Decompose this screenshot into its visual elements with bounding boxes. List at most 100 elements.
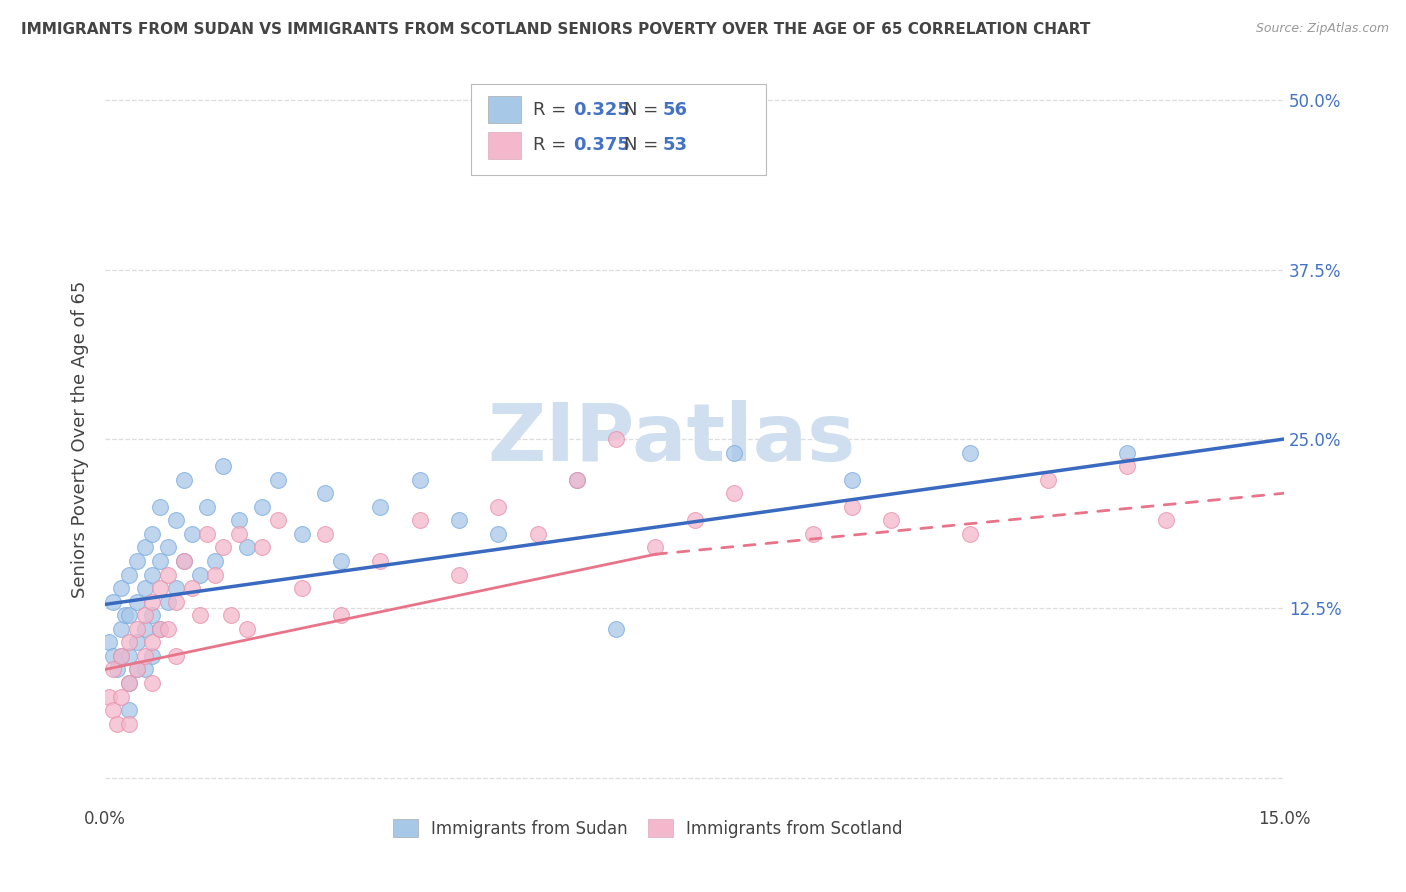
- Point: [105, 716, 128, 731]
- Point: [173, 554, 195, 568]
- Point: [110, 622, 132, 636]
- FancyBboxPatch shape: [471, 84, 765, 176]
- Point: [228, 513, 250, 527]
- Text: N =: N =: [624, 101, 664, 119]
- Point: [197, 527, 219, 541]
- Point: [114, 608, 136, 623]
- Point: [197, 500, 219, 514]
- Point: [125, 554, 148, 568]
- Point: [173, 473, 195, 487]
- Point: [188, 608, 211, 623]
- Point: [330, 554, 353, 568]
- Point: [180, 527, 202, 541]
- Point: [101, 663, 124, 677]
- Point: [165, 513, 187, 527]
- Point: [110, 648, 132, 663]
- Point: [134, 608, 156, 623]
- Point: [173, 554, 195, 568]
- Point: [118, 608, 141, 623]
- Point: [134, 541, 156, 555]
- Point: [110, 690, 132, 704]
- Text: Source: ZipAtlas.com: Source: ZipAtlas.com: [1256, 22, 1389, 36]
- Point: [98, 690, 121, 704]
- Point: [1156, 513, 1178, 527]
- Point: [141, 635, 163, 649]
- Point: [486, 527, 509, 541]
- Point: [959, 527, 981, 541]
- Point: [101, 648, 124, 663]
- Point: [204, 567, 226, 582]
- Point: [118, 716, 141, 731]
- Point: [447, 567, 470, 582]
- Point: [118, 703, 141, 717]
- Point: [157, 622, 180, 636]
- Point: [723, 445, 745, 459]
- Point: [110, 581, 132, 595]
- FancyBboxPatch shape: [488, 132, 522, 159]
- Point: [125, 663, 148, 677]
- Point: [267, 473, 290, 487]
- Point: [841, 473, 863, 487]
- Point: [118, 567, 141, 582]
- Point: [141, 527, 163, 541]
- Point: [330, 608, 353, 623]
- Point: [447, 513, 470, 527]
- Point: [188, 567, 211, 582]
- Text: N =: N =: [624, 136, 664, 154]
- Point: [605, 622, 627, 636]
- Point: [125, 622, 148, 636]
- Point: [526, 527, 548, 541]
- Y-axis label: Seniors Poverty Over the Age of 65: Seniors Poverty Over the Age of 65: [72, 280, 89, 598]
- Point: [157, 541, 180, 555]
- Point: [118, 676, 141, 690]
- Point: [408, 513, 430, 527]
- Point: [605, 432, 627, 446]
- Text: 56: 56: [662, 101, 688, 119]
- Point: [408, 473, 430, 487]
- Point: [149, 581, 172, 595]
- Point: [235, 541, 257, 555]
- Point: [228, 527, 250, 541]
- Text: 0.375: 0.375: [574, 136, 630, 154]
- Point: [165, 648, 187, 663]
- Point: [212, 541, 235, 555]
- Point: [134, 581, 156, 595]
- Point: [149, 622, 172, 636]
- Point: [118, 635, 141, 649]
- Point: [149, 554, 172, 568]
- Point: [267, 513, 290, 527]
- Point: [141, 676, 163, 690]
- Text: R =: R =: [533, 101, 572, 119]
- Point: [291, 581, 314, 595]
- Point: [486, 500, 509, 514]
- Point: [370, 554, 392, 568]
- Point: [1116, 459, 1139, 474]
- Point: [291, 527, 314, 541]
- Point: [149, 622, 172, 636]
- Point: [157, 567, 180, 582]
- Text: 53: 53: [662, 136, 688, 154]
- Point: [370, 500, 392, 514]
- Point: [134, 663, 156, 677]
- Point: [212, 459, 235, 474]
- Point: [101, 595, 124, 609]
- Point: [157, 595, 180, 609]
- Point: [125, 635, 148, 649]
- Point: [180, 581, 202, 595]
- Text: ZIPatlas: ZIPatlas: [486, 400, 855, 478]
- Point: [219, 608, 242, 623]
- Point: [134, 622, 156, 636]
- Point: [165, 581, 187, 595]
- Point: [841, 500, 863, 514]
- Text: IMMIGRANTS FROM SUDAN VS IMMIGRANTS FROM SCOTLAND SENIORS POVERTY OVER THE AGE O: IMMIGRANTS FROM SUDAN VS IMMIGRANTS FROM…: [21, 22, 1091, 37]
- Point: [252, 541, 274, 555]
- Point: [110, 648, 132, 663]
- Point: [644, 541, 666, 555]
- Point: [723, 486, 745, 500]
- FancyBboxPatch shape: [488, 96, 522, 123]
- Text: R =: R =: [533, 136, 572, 154]
- Point: [235, 622, 257, 636]
- Point: [1038, 473, 1060, 487]
- Point: [149, 500, 172, 514]
- Point: [165, 595, 187, 609]
